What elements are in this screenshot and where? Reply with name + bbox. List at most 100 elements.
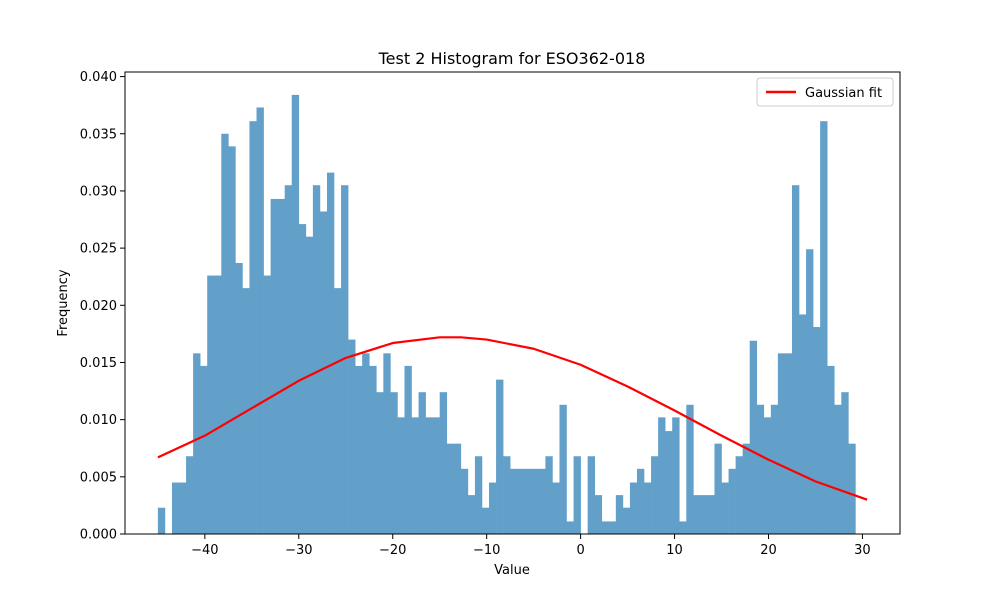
histogram-bar — [651, 456, 659, 534]
histogram-bar — [763, 417, 772, 534]
histogram-bar — [827, 365, 835, 534]
histogram-bar — [369, 365, 377, 534]
histogram-bar — [658, 417, 666, 534]
histogram-bar — [312, 185, 321, 534]
histogram-bar — [538, 468, 546, 534]
histogram-bar — [481, 507, 490, 534]
y-tick-label: 0.020 — [80, 299, 117, 314]
histogram-bar — [615, 495, 624, 534]
histogram-bar — [186, 456, 194, 534]
histogram-bar — [742, 443, 750, 534]
histogram-bar — [376, 392, 384, 534]
legend: Gaussian fit — [756, 77, 894, 107]
histogram-bar — [686, 404, 694, 534]
x-tick-label: −40 — [191, 543, 218, 558]
histogram-bar — [573, 456, 581, 534]
histogram-bar — [467, 495, 476, 534]
histogram-bar — [524, 468, 532, 534]
histogram-bar — [291, 94, 300, 535]
histogram-bar — [214, 275, 222, 534]
y-tick-label: 0.010 — [80, 413, 117, 428]
histogram-bar — [665, 431, 673, 534]
histogram-bar — [629, 482, 638, 534]
histogram-bar — [820, 121, 828, 535]
y-tick-label: 0.025 — [80, 242, 117, 257]
histogram-bar — [425, 417, 433, 534]
histogram-bar — [848, 443, 856, 534]
histogram-bar — [305, 236, 314, 535]
histogram-bar — [460, 468, 469, 534]
histogram-bar — [714, 443, 722, 534]
histogram-bar — [693, 495, 701, 534]
x-tick-label: 10 — [666, 543, 683, 558]
histogram-bar — [193, 353, 201, 534]
x-tick-label: −30 — [285, 543, 312, 558]
histogram-bar — [644, 482, 652, 534]
y-tick-label: 0.005 — [80, 470, 117, 485]
histogram-bar — [552, 482, 560, 534]
histogram-bar — [601, 521, 610, 534]
y-tick-label: 0.035 — [80, 127, 117, 142]
histogram-bar — [235, 262, 243, 534]
x-axis-label: Value — [494, 563, 530, 578]
plot-frame — [124, 71, 901, 535]
histogram-bar — [263, 275, 271, 534]
histogram-bar — [418, 392, 426, 534]
histogram-bar — [249, 121, 257, 535]
histogram-bar — [179, 482, 187, 534]
histogram-bar — [770, 404, 779, 534]
histogram-bar — [200, 365, 208, 534]
histogram-bar — [510, 468, 518, 534]
histogram-bar — [404, 365, 412, 534]
histogram-bar — [813, 327, 821, 534]
histogram-bar — [636, 468, 645, 534]
histogram-bar — [390, 392, 398, 534]
histogram-bar — [777, 353, 786, 534]
histogram-bar — [756, 404, 765, 534]
histogram-bar — [270, 198, 278, 534]
histogram-bar — [284, 185, 293, 534]
histogram-bar — [700, 495, 708, 534]
histogram-bar — [679, 521, 687, 534]
histogram-bar — [531, 468, 539, 534]
gaussian-fit-line — [157, 336, 868, 501]
legend-label-gaussian-fit: Gaussian fit — [805, 86, 882, 101]
histogram-bar — [806, 249, 814, 534]
histogram-bar — [319, 211, 328, 534]
histogram-bar — [841, 392, 849, 534]
histogram-bar — [453, 443, 462, 534]
histogram-bar — [608, 521, 617, 534]
histogram-bar — [545, 456, 553, 534]
histogram-bar — [566, 521, 574, 534]
y-axis-ticks: 0.000 0.005 0.010 0.015 0.020 0.025 0.030 0.035… — [80, 70, 125, 543]
histogram-bar — [489, 482, 497, 534]
x-tick-label: −20 — [379, 543, 406, 558]
histogram-bar — [559, 404, 567, 534]
histogram-bar — [503, 456, 511, 534]
x-tick-label: −10 — [473, 543, 500, 558]
histogram-bar — [221, 133, 229, 534]
histogram-bar — [791, 185, 800, 534]
histogram-bar — [672, 417, 680, 534]
histogram-bar — [749, 340, 758, 534]
x-tick-label: 20 — [760, 543, 777, 558]
y-tick-label: 0.000 — [80, 528, 117, 543]
histogram-bar — [326, 172, 335, 534]
gaussian-fit-layer — [157, 336, 868, 501]
x-tick-label: 0 — [576, 543, 584, 558]
histogram-bar — [256, 107, 264, 534]
histogram-bar — [157, 507, 166, 534]
histogram-bar — [622, 507, 631, 534]
histogram-bar — [277, 198, 285, 534]
histogram-bar — [784, 353, 793, 534]
histogram-bar — [496, 379, 504, 534]
histogram-bar — [432, 417, 440, 534]
histogram-bar — [411, 417, 419, 534]
y-tick-label: 0.040 — [80, 70, 117, 85]
y-tick-label: 0.030 — [80, 184, 117, 199]
histogram-bar — [474, 456, 483, 534]
histogram-bar — [799, 314, 807, 534]
histogram-bar — [517, 468, 525, 534]
